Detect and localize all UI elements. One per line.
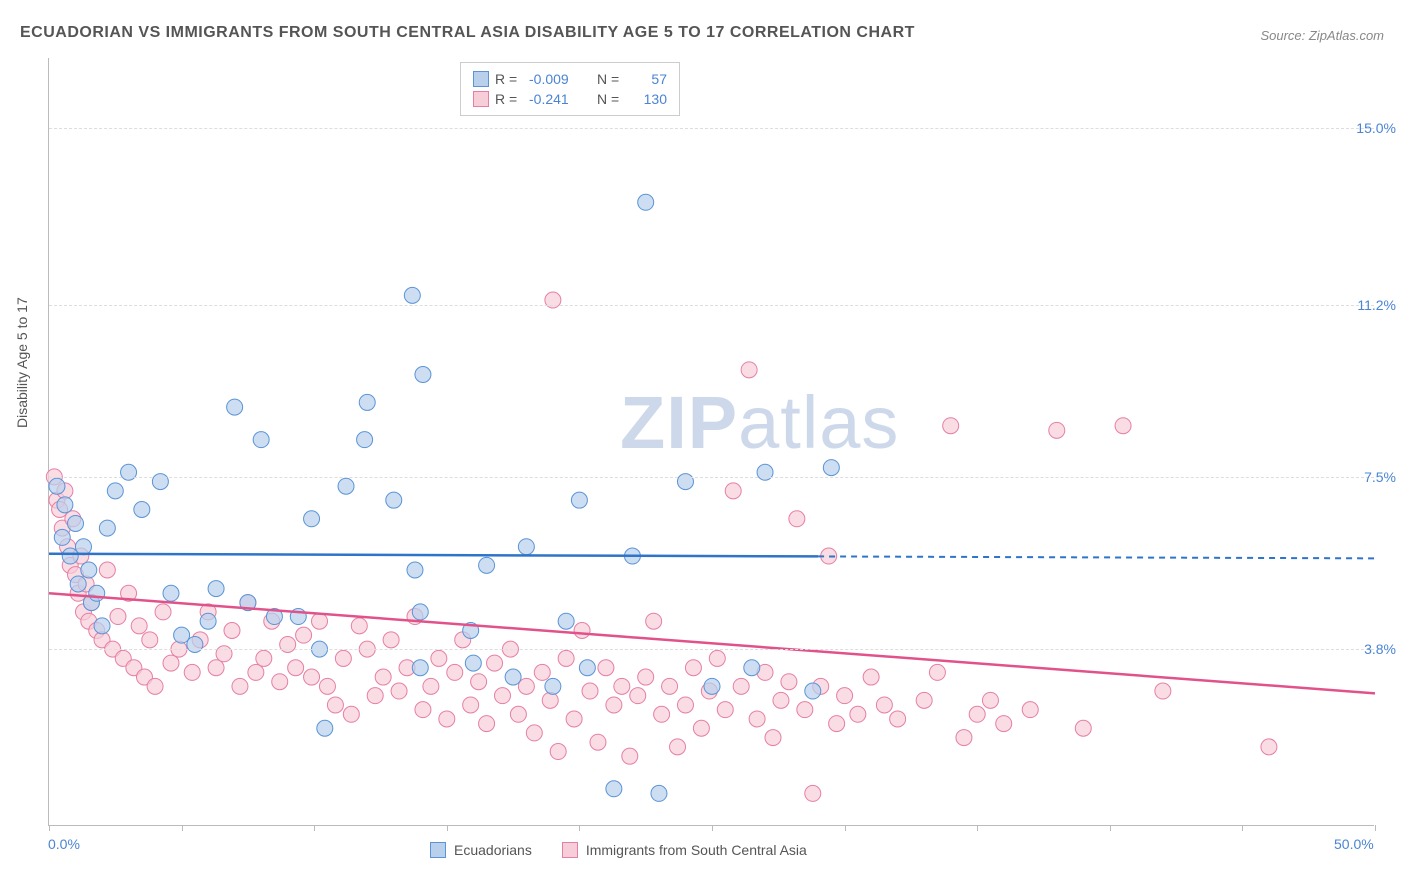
y-axis-label: Disability Age 5 to 17 bbox=[14, 297, 30, 428]
watermark: ZIPatlas bbox=[620, 380, 899, 465]
swatch-blue bbox=[473, 71, 489, 87]
swatch-pink bbox=[562, 842, 578, 858]
swatch-pink bbox=[473, 91, 489, 107]
legend-item-blue: Ecuadorians bbox=[430, 842, 532, 858]
y-tick-label: 3.8% bbox=[1364, 641, 1396, 657]
series-legend: Ecuadorians Immigrants from South Centra… bbox=[430, 842, 807, 858]
n-label: N = bbox=[597, 91, 625, 107]
chart-title: ECUADORIAN VS IMMIGRANTS FROM SOUTH CENT… bbox=[20, 24, 915, 42]
y-tick-label: 7.5% bbox=[1364, 469, 1396, 485]
y-tick-label: 11.2% bbox=[1357, 297, 1396, 313]
swatch-blue bbox=[430, 842, 446, 858]
n-label: N = bbox=[597, 71, 625, 87]
r-value-pink: -0.241 bbox=[529, 91, 591, 107]
x-tick-label: 50.0% bbox=[1334, 836, 1374, 852]
r-value-blue: -0.009 bbox=[529, 71, 591, 87]
correlation-legend: R = -0.009 N = 57 R = -0.241 N = 130 bbox=[460, 62, 680, 116]
n-value-pink: 130 bbox=[631, 91, 667, 107]
series-name-pink: Immigrants from South Central Asia bbox=[586, 842, 807, 858]
n-value-blue: 57 bbox=[631, 71, 667, 87]
series-name-blue: Ecuadorians bbox=[454, 842, 532, 858]
legend-item-pink: Immigrants from South Central Asia bbox=[562, 842, 807, 858]
y-tick-label: 15.0% bbox=[1356, 120, 1396, 136]
r-label: R = bbox=[495, 91, 523, 107]
x-tick-label: 0.0% bbox=[48, 836, 80, 852]
legend-row-pink: R = -0.241 N = 130 bbox=[473, 89, 667, 109]
legend-row-blue: R = -0.009 N = 57 bbox=[473, 69, 667, 89]
source-label: Source: ZipAtlas.com bbox=[1260, 28, 1384, 43]
r-label: R = bbox=[495, 71, 523, 87]
